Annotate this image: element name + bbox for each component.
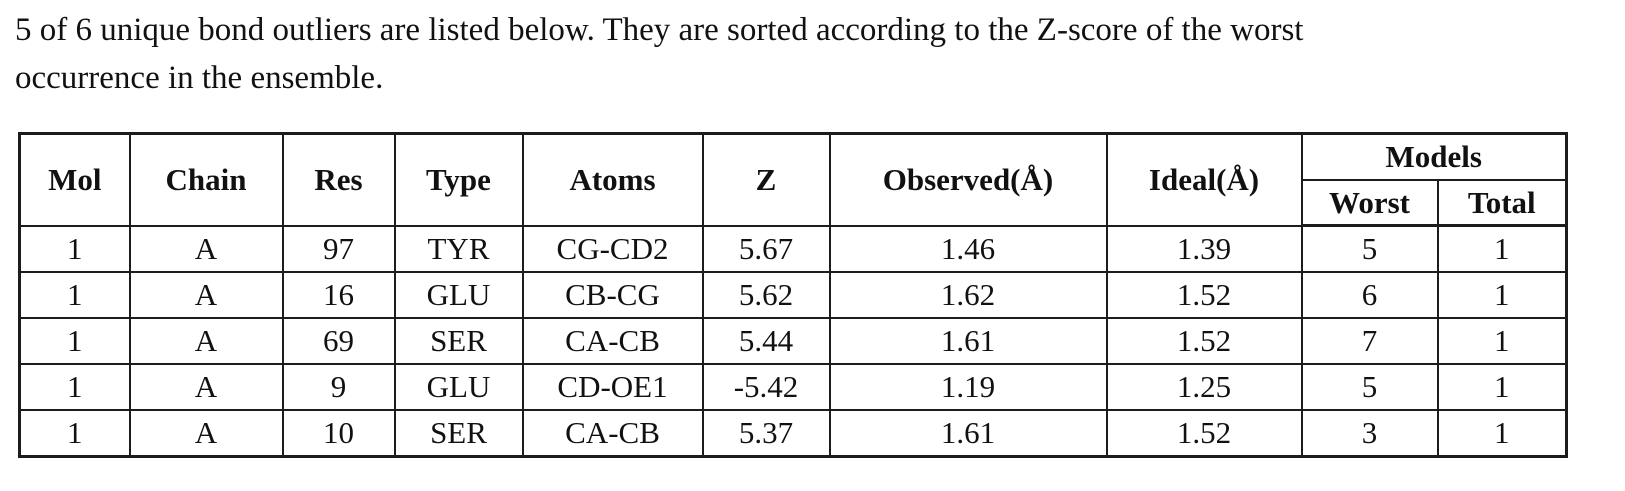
cell-type: TYR — [393, 224, 524, 273]
cell-observed: 1.62 — [828, 271, 1108, 319]
cell-res: 97 — [281, 224, 396, 273]
col-header-models: Models — [1300, 132, 1568, 181]
col-header-observed: Observed(Å) — [828, 132, 1108, 227]
cell-z: 5.67 — [701, 224, 831, 273]
col-header-mol: Mol — [18, 132, 131, 227]
cell-z: -5.42 — [701, 363, 831, 411]
cell-total: 1 — [1436, 224, 1568, 273]
cell-mol: 1 — [18, 409, 131, 458]
cell-atoms: CG-CD2 — [521, 224, 704, 273]
cell-type: GLU — [393, 271, 524, 319]
cell-mol: 1 — [18, 363, 131, 411]
cell-worst: 6 — [1300, 271, 1439, 319]
cell-z: 5.62 — [701, 271, 831, 319]
header-row-top: Mol Chain Res Type Atoms Z Observed(Å) I… — [18, 132, 1568, 227]
cell-total: 1 — [1436, 317, 1568, 365]
cell-ideal: 1.52 — [1105, 271, 1303, 319]
cell-observed: 1.61 — [828, 409, 1108, 458]
cell-observed: 1.61 — [828, 317, 1108, 365]
col-header-z: Z — [701, 132, 831, 227]
cell-worst: 7 — [1300, 317, 1439, 365]
bond-outliers-table: Mol Chain Res Type Atoms Z Observed(Å) I… — [18, 132, 1568, 458]
col-header-total: Total — [1436, 179, 1568, 227]
cell-res: 10 — [281, 409, 396, 458]
table-row: 1 A 9 GLU CD-OE1 -5.42 1.19 1.25 5 1 — [18, 363, 1568, 411]
cell-chain: A — [128, 271, 284, 319]
cell-z: 5.44 — [701, 317, 831, 365]
cell-ideal: 1.52 — [1105, 409, 1303, 458]
col-header-res: Res — [281, 132, 396, 227]
cell-worst: 3 — [1300, 409, 1439, 458]
col-header-atoms: Atoms — [521, 132, 704, 227]
col-header-worst: Worst — [1300, 179, 1439, 227]
cell-chain: A — [128, 224, 284, 273]
intro-paragraph: 5 of 6 unique bond outliers are listed b… — [15, 6, 1303, 102]
cell-res: 16 — [281, 271, 396, 319]
table-row: 1 A 10 SER CA-CB 5.37 1.61 1.52 3 1 — [18, 409, 1568, 458]
table-row: 1 A 69 SER CA-CB 5.44 1.61 1.52 7 1 — [18, 317, 1568, 365]
cell-total: 1 — [1436, 409, 1568, 458]
cell-worst: 5 — [1300, 363, 1439, 411]
cell-type: SER — [393, 317, 524, 365]
col-header-chain: Chain — [128, 132, 284, 227]
cell-mol: 1 — [18, 224, 131, 273]
cell-type: GLU — [393, 363, 524, 411]
cell-ideal: 1.25 — [1105, 363, 1303, 411]
cell-chain: A — [128, 363, 284, 411]
cell-atoms: CA-CB — [521, 317, 704, 365]
cell-mol: 1 — [18, 317, 131, 365]
cell-res: 9 — [281, 363, 396, 411]
col-header-type: Type — [393, 132, 524, 227]
cell-total: 1 — [1436, 363, 1568, 411]
intro-line-1: 5 of 6 unique bond outliers are listed b… — [15, 12, 1304, 48]
cell-res: 69 — [281, 317, 396, 365]
cell-total: 1 — [1436, 271, 1568, 319]
cell-type: SER — [393, 409, 524, 458]
cell-chain: A — [128, 317, 284, 365]
cell-ideal: 1.39 — [1105, 224, 1303, 273]
col-header-ideal: Ideal(Å) — [1105, 132, 1303, 227]
cell-worst: 5 — [1300, 224, 1439, 273]
header-row-sub: Worst Total — [20, 179, 1568, 227]
cell-mol: 1 — [18, 271, 131, 319]
table-row: 1 A 97 TYR CG-CD2 5.67 1.46 1.39 5 1 — [18, 224, 1568, 273]
table-row: 1 A 16 GLU CB-CG 5.62 1.62 1.52 6 1 — [18, 271, 1568, 319]
cell-chain: A — [128, 409, 284, 458]
cell-atoms: CB-CG — [521, 271, 704, 319]
cell-ideal: 1.52 — [1105, 317, 1303, 365]
cell-observed: 1.19 — [828, 363, 1108, 411]
cell-z: 5.37 — [701, 409, 831, 458]
cell-atoms: CD-OE1 — [521, 363, 704, 411]
cell-observed: 1.46 — [828, 224, 1108, 273]
cell-atoms: CA-CB — [521, 409, 704, 458]
intro-line-2: occurrence in the ensemble. — [15, 60, 384, 96]
